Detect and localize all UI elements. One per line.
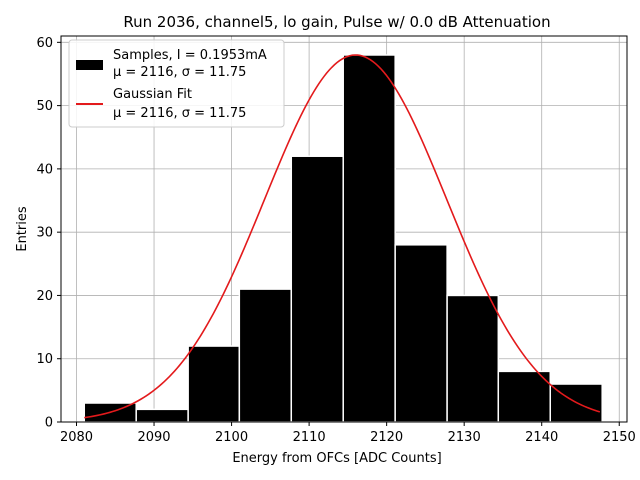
plot-frame [60, 35, 628, 423]
histogram-bar [394, 244, 448, 423]
legend-box [68, 39, 285, 128]
x-tick-label: 2100 [215, 430, 248, 445]
histogram-bar [135, 408, 189, 423]
x-axis-label: Energy from OFCs [ADC Counts] [232, 451, 441, 466]
legend-samples-line2: μ = 2116, σ = 11.75 [113, 65, 246, 80]
y-tick-label: 20 [36, 289, 53, 304]
x-tick-label: 2090 [137, 430, 170, 445]
histogram-bar [187, 345, 241, 423]
x-tick-label: 2140 [525, 430, 558, 445]
x-axis-ticks: 2080 2090 2100 2110 2120 2130 2140 2150 [60, 422, 636, 445]
y-axis-label: Entries [15, 206, 30, 252]
histogram-bars [83, 54, 603, 423]
y-axis-ticks: 0 10 20 30 40 50 60 [36, 36, 61, 431]
histogram-bar [342, 54, 396, 423]
x-tick-label: 2120 [370, 430, 403, 445]
x-tick-label: 2130 [448, 430, 481, 445]
x-tick-label: 2110 [293, 430, 326, 445]
legend-swatch-samples [76, 60, 103, 70]
legend-fit-line2: μ = 2116, σ = 11.75 [113, 106, 246, 121]
x-tick-label: 2150 [603, 430, 636, 445]
y-tick-label: 10 [36, 352, 53, 367]
y-tick-label: 0 [45, 416, 53, 431]
y-tick-label: 50 [36, 99, 53, 114]
histogram-bar [497, 370, 551, 423]
y-tick-label: 60 [36, 36, 53, 51]
y-tick-label: 40 [36, 162, 53, 177]
histogram-bar [290, 155, 344, 423]
y-tick-label: 30 [36, 226, 53, 241]
histogram-bar [238, 288, 293, 423]
legend-fit-line1: Gaussian Fit [113, 87, 192, 102]
gaussian-fit-curve [84, 54, 601, 419]
histogram-bar [446, 294, 500, 423]
legend-samples-line1: Samples, I = 0.1953mA [113, 48, 267, 63]
x-tick-label: 2080 [60, 430, 93, 445]
legend: Samples, I = 0.1953mA μ = 2116, σ = 11.7… [68, 39, 285, 128]
chart-title: Run 2036, channel5, lo gain, Pulse w/ 0.… [123, 13, 550, 31]
